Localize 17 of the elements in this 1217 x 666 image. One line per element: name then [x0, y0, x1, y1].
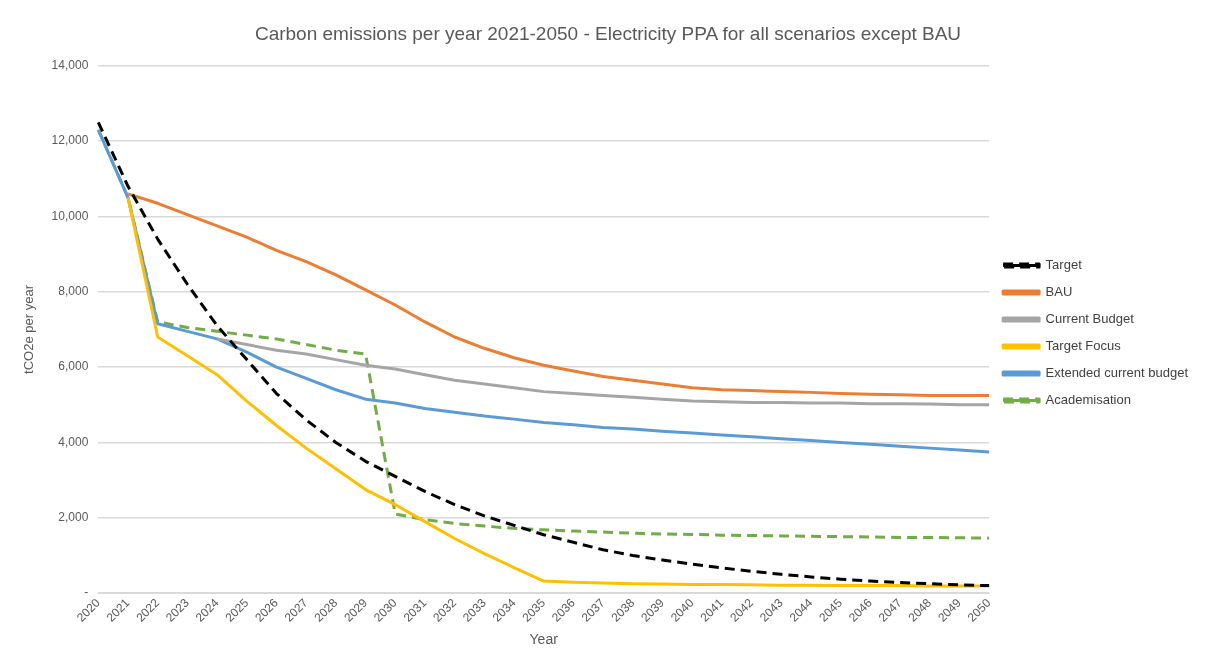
y-tick-label: 2,000 [58, 510, 89, 525]
y-tick-label: - [84, 585, 89, 600]
legend-label: Academisation [1045, 392, 1131, 408]
y-tick-label: 10,000 [51, 208, 89, 223]
chart-title: Carbon emissions per year 2021-2050 - Electricity PPA for all scenarios except BAU [254, 22, 962, 44]
y-tick-label: 4,000 [58, 434, 89, 449]
legend-label: Target Focus [1045, 338, 1122, 354]
y-tick-label: 12,000 [51, 133, 89, 148]
x-axis-title: Year [529, 631, 559, 648]
y-tick-label: 14,000 [51, 58, 89, 73]
y-tick-label: 6,000 [58, 359, 89, 374]
legend-label: BAU [1045, 284, 1073, 300]
y-tick-label: 8,000 [58, 284, 89, 299]
legend-label: Extended current budget [1045, 365, 1189, 381]
legend-label: Current Budget [1045, 311, 1135, 327]
legend-label: Target [1045, 257, 1083, 273]
y-axis-title: tCO2e per year [21, 284, 37, 374]
